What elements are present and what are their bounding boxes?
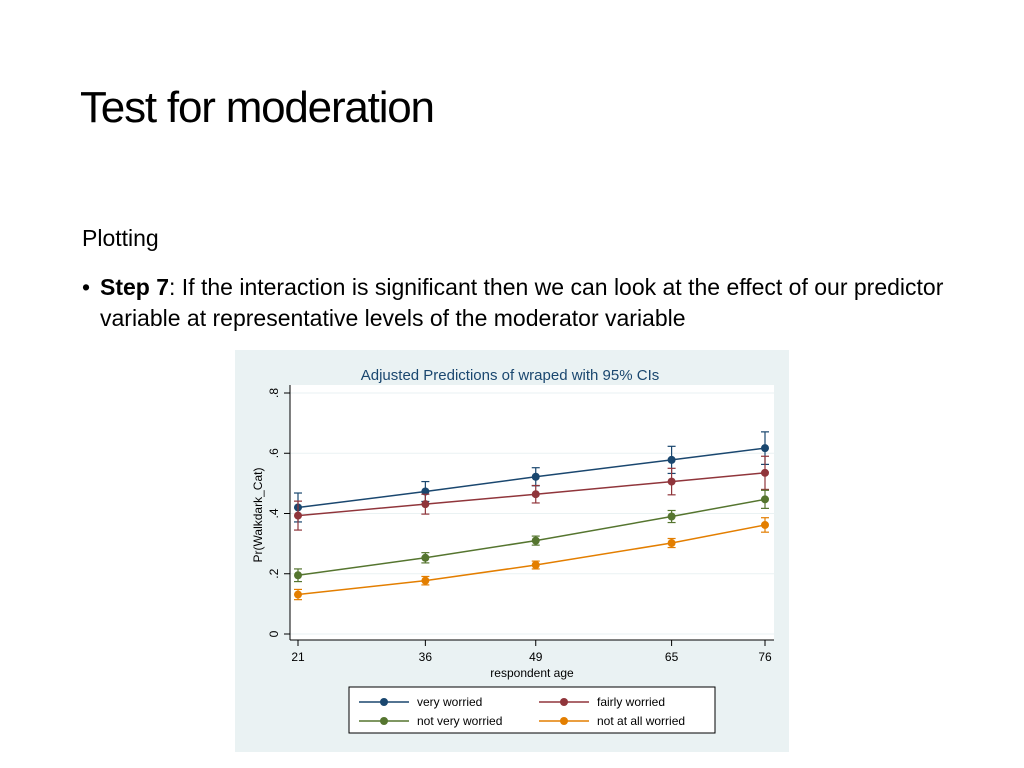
grid-lines	[290, 392, 774, 635]
section-label: Plotting	[82, 225, 159, 251]
data-point	[761, 468, 769, 477]
axes: 0 .2 .4 .6 .8 21 36 49 65 76	[267, 385, 774, 664]
plot-area	[290, 385, 774, 640]
bullet-text: Step 7: If the interaction is significan…	[100, 272, 962, 334]
data-point	[667, 539, 676, 548]
x-tick-label: 65	[665, 650, 679, 664]
y-tick-label: 0	[267, 630, 281, 637]
bullet-marker: •	[82, 274, 91, 300]
y-axis-title: Pr(Walkdark_Cat)	[251, 468, 265, 563]
bullet-item: • Step 7: If the interaction is signific…	[82, 272, 962, 334]
y-tick-label: .8	[267, 388, 281, 398]
bullet-bold: Step 7	[100, 274, 170, 300]
data-point	[531, 490, 540, 499]
data-point	[667, 512, 676, 521]
data-point	[531, 561, 540, 570]
x-tick-label: 49	[529, 650, 543, 664]
legend-box	[348, 686, 716, 734]
chart-svg: Adjusted Predictions of wraped with 95% …	[251, 367, 774, 734]
data-point	[667, 455, 676, 464]
series-not-very-worried	[294, 489, 769, 583]
legend-label: fairly worried	[597, 695, 665, 709]
x-axis-title: respondent age	[490, 666, 574, 680]
data-point	[531, 536, 540, 545]
series-layer	[294, 431, 769, 601]
legend-label: not at all worried	[597, 714, 685, 728]
data-point	[667, 477, 676, 486]
series-fairly-worried	[294, 455, 769, 531]
data-point	[294, 590, 302, 599]
data-point	[294, 511, 302, 520]
data-point	[761, 495, 769, 504]
bullet-rest: : If the interaction is significant then…	[100, 274, 944, 331]
legend-swatch-point	[560, 717, 568, 725]
legend-swatch-point	[380, 698, 388, 706]
data-point	[294, 571, 302, 580]
data-point	[421, 500, 430, 509]
data-point	[531, 472, 540, 481]
y-tick-label: .4	[267, 508, 281, 518]
legend-label: very worried	[417, 695, 482, 709]
series-not-at-all-worried	[294, 517, 769, 601]
y-tick-label: .6	[267, 448, 281, 458]
chart-panel: Adjusted Predictions of wraped with 95% …	[235, 350, 789, 752]
x-tick-label: 21	[291, 650, 305, 664]
x-tick-label: 76	[758, 650, 772, 664]
data-point	[421, 576, 430, 585]
data-point	[761, 520, 769, 529]
legend-swatch-point	[380, 717, 388, 725]
data-point	[761, 444, 769, 453]
legend-label: not very worried	[417, 714, 502, 728]
x-tick-label: 36	[419, 650, 433, 664]
data-point	[421, 553, 430, 562]
data-point	[421, 487, 430, 496]
page-title: Test for moderation	[80, 83, 435, 132]
y-tick-label: .2	[267, 568, 281, 578]
legend-swatch-point	[560, 698, 568, 706]
chart-title: Adjusted Predictions of wraped with 95% …	[361, 367, 659, 384]
legend: very worried fairly worried not very worri…	[348, 686, 716, 734]
